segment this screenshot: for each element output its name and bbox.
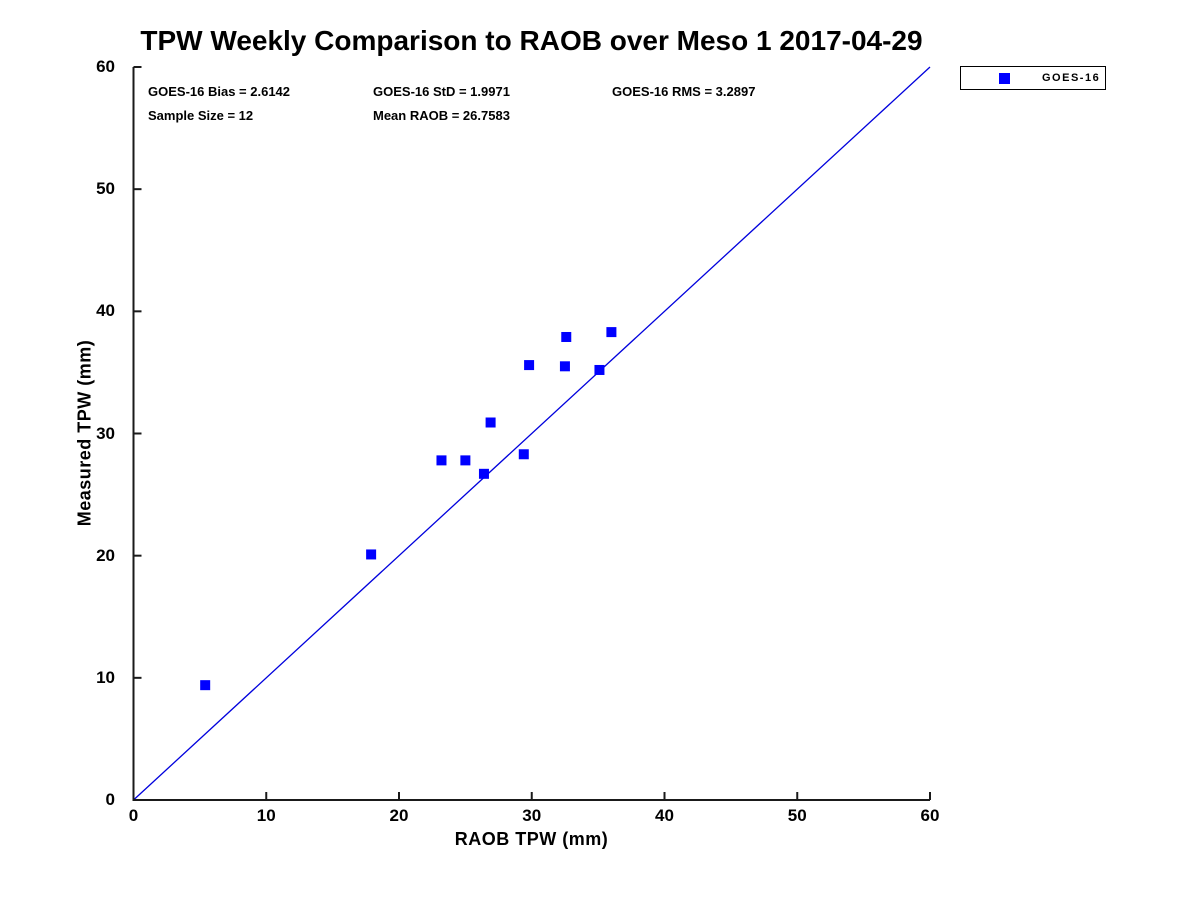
data-point: [366, 549, 377, 560]
data-point: [594, 364, 605, 375]
data-point: [478, 468, 489, 479]
legend: GOES-16: [960, 66, 1106, 90]
stat-sample-size: Sample Size = 12: [148, 108, 254, 123]
y-tick-label: 50: [96, 179, 115, 199]
x-tick-label: 60: [920, 806, 940, 825]
y-tick-label: 20: [96, 545, 115, 565]
stat-rms: GOES-16 RMS = 3.2897: [612, 84, 756, 99]
legend-marker-square-icon: [999, 72, 1010, 84]
y-tick-label: 30: [96, 423, 115, 443]
stat-std: GOES-16 StD = 1.9971: [373, 84, 510, 99]
data-point: [606, 327, 617, 338]
y-tick-label: 0: [105, 790, 115, 809]
data-point: [559, 361, 570, 372]
data-point: [200, 680, 211, 691]
x-axis-label: RAOB TPW (mm): [454, 829, 609, 849]
x-tick-label: 20: [389, 806, 409, 825]
y-tick-label: 10: [96, 667, 115, 687]
x-tick-label: 50: [787, 806, 807, 825]
y-tick-label: 40: [96, 301, 115, 321]
identity-line: [133, 66, 931, 801]
x-tick-label: 0: [128, 806, 139, 825]
data-point: [524, 360, 535, 371]
stat-mean-raob: Mean RAOB = 26.7583: [373, 108, 510, 123]
data-point: [561, 331, 572, 342]
data-point: [518, 449, 529, 460]
y-axis-label: Measured TPW (mm): [74, 339, 95, 527]
data-point: [436, 455, 447, 466]
y-tick-label: 60: [96, 57, 115, 76]
stat-bias: GOES-16 Bias = 2.6142: [148, 84, 291, 99]
x-tick-label: 30: [522, 806, 542, 825]
x-tick-label: 40: [655, 806, 674, 825]
data-point: [460, 455, 471, 466]
data-point: [485, 417, 496, 428]
chart-title: TPW Weekly Comparison to RAOB over Meso …: [140, 25, 923, 56]
legend-series-label: GOES-16: [1042, 72, 1101, 84]
x-tick-label: 10: [256, 806, 276, 825]
